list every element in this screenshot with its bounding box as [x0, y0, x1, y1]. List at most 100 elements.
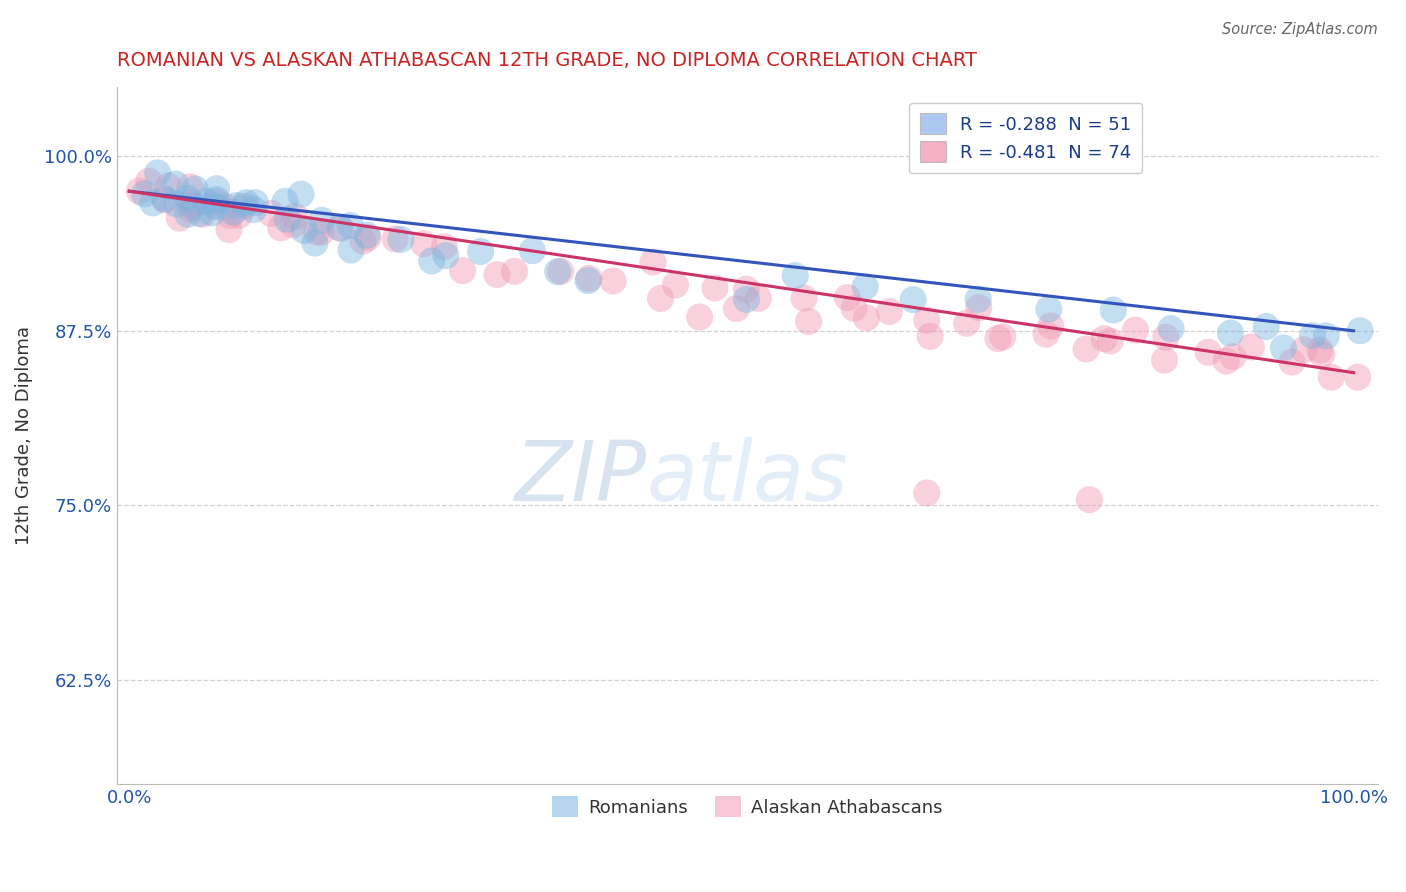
Point: [837, 291, 859, 305]
Point: [177, 207, 200, 221]
Point: [664, 277, 686, 292]
Point: [747, 291, 769, 305]
Point: [793, 291, 815, 305]
Point: [292, 223, 315, 237]
Point: [412, 236, 434, 251]
Point: [689, 310, 711, 324]
Point: [1281, 355, 1303, 369]
Point: [311, 213, 333, 227]
Point: [274, 194, 297, 209]
Point: [389, 232, 412, 246]
Point: [1222, 350, 1244, 364]
Point: [503, 264, 526, 278]
Point: [735, 282, 758, 296]
Point: [142, 195, 165, 210]
Point: [384, 232, 406, 246]
Point: [650, 292, 672, 306]
Point: [1309, 343, 1331, 358]
Text: ROMANIAN VS ALASKAN ATHABASCAN 12TH GRADE, NO DIPLOMA CORRELATION CHART: ROMANIAN VS ALASKAN ATHABASCAN 12TH GRAD…: [117, 51, 977, 70]
Point: [1272, 341, 1295, 355]
Point: [550, 264, 572, 278]
Point: [991, 330, 1014, 344]
Point: [138, 174, 160, 188]
Point: [1035, 327, 1057, 342]
Point: [270, 220, 292, 235]
Point: [1256, 319, 1278, 334]
Point: [1102, 303, 1125, 318]
Point: [987, 332, 1010, 346]
Point: [1125, 323, 1147, 337]
Point: [284, 210, 307, 224]
Point: [1038, 302, 1060, 317]
Point: [304, 235, 326, 250]
Point: [181, 199, 204, 213]
Point: [1099, 334, 1122, 348]
Point: [166, 197, 188, 211]
Point: [434, 248, 457, 262]
Point: [879, 304, 901, 318]
Point: [260, 206, 283, 220]
Point: [433, 240, 456, 254]
Point: [855, 310, 877, 325]
Point: [578, 271, 600, 285]
Point: [184, 182, 207, 196]
Point: [165, 177, 187, 191]
Point: [1078, 492, 1101, 507]
Point: [228, 208, 250, 222]
Point: [967, 301, 990, 315]
Text: Source: ZipAtlas.com: Source: ZipAtlas.com: [1222, 22, 1378, 37]
Point: [146, 166, 169, 180]
Point: [242, 202, 264, 217]
Point: [797, 314, 820, 328]
Point: [205, 182, 228, 196]
Point: [176, 191, 198, 205]
Point: [128, 184, 150, 198]
Point: [420, 253, 443, 268]
Point: [204, 199, 226, 213]
Point: [305, 225, 328, 239]
Point: [1310, 347, 1333, 361]
Point: [201, 206, 224, 220]
Point: [1153, 353, 1175, 368]
Point: [641, 255, 664, 269]
Point: [153, 193, 176, 207]
Point: [233, 199, 256, 213]
Legend: Romanians, Alaskan Athabascans: Romanians, Alaskan Athabascans: [546, 789, 950, 824]
Point: [219, 209, 242, 223]
Point: [1074, 342, 1097, 356]
Point: [920, 329, 942, 343]
Point: [222, 205, 245, 219]
Point: [339, 219, 361, 233]
Point: [967, 293, 990, 307]
Point: [356, 228, 378, 243]
Point: [901, 293, 924, 307]
Point: [157, 179, 180, 194]
Point: [725, 301, 748, 316]
Point: [290, 187, 312, 202]
Point: [485, 268, 508, 282]
Point: [340, 243, 363, 257]
Point: [522, 244, 544, 258]
Point: [1215, 354, 1237, 368]
Point: [1039, 318, 1062, 333]
Point: [245, 195, 267, 210]
Point: [1219, 326, 1241, 340]
Point: [451, 263, 474, 277]
Point: [328, 220, 350, 235]
Point: [735, 293, 758, 307]
Point: [1320, 370, 1343, 384]
Point: [352, 234, 374, 248]
Point: [153, 192, 176, 206]
Point: [188, 206, 211, 220]
Point: [842, 301, 865, 316]
Point: [547, 264, 569, 278]
Point: [357, 230, 380, 244]
Text: atlas: atlas: [647, 437, 848, 518]
Point: [204, 194, 226, 209]
Point: [330, 221, 353, 235]
Point: [1154, 330, 1177, 344]
Y-axis label: 12th Grade, No Diploma: 12th Grade, No Diploma: [15, 326, 32, 545]
Point: [179, 202, 201, 216]
Point: [1347, 370, 1369, 384]
Point: [853, 279, 876, 293]
